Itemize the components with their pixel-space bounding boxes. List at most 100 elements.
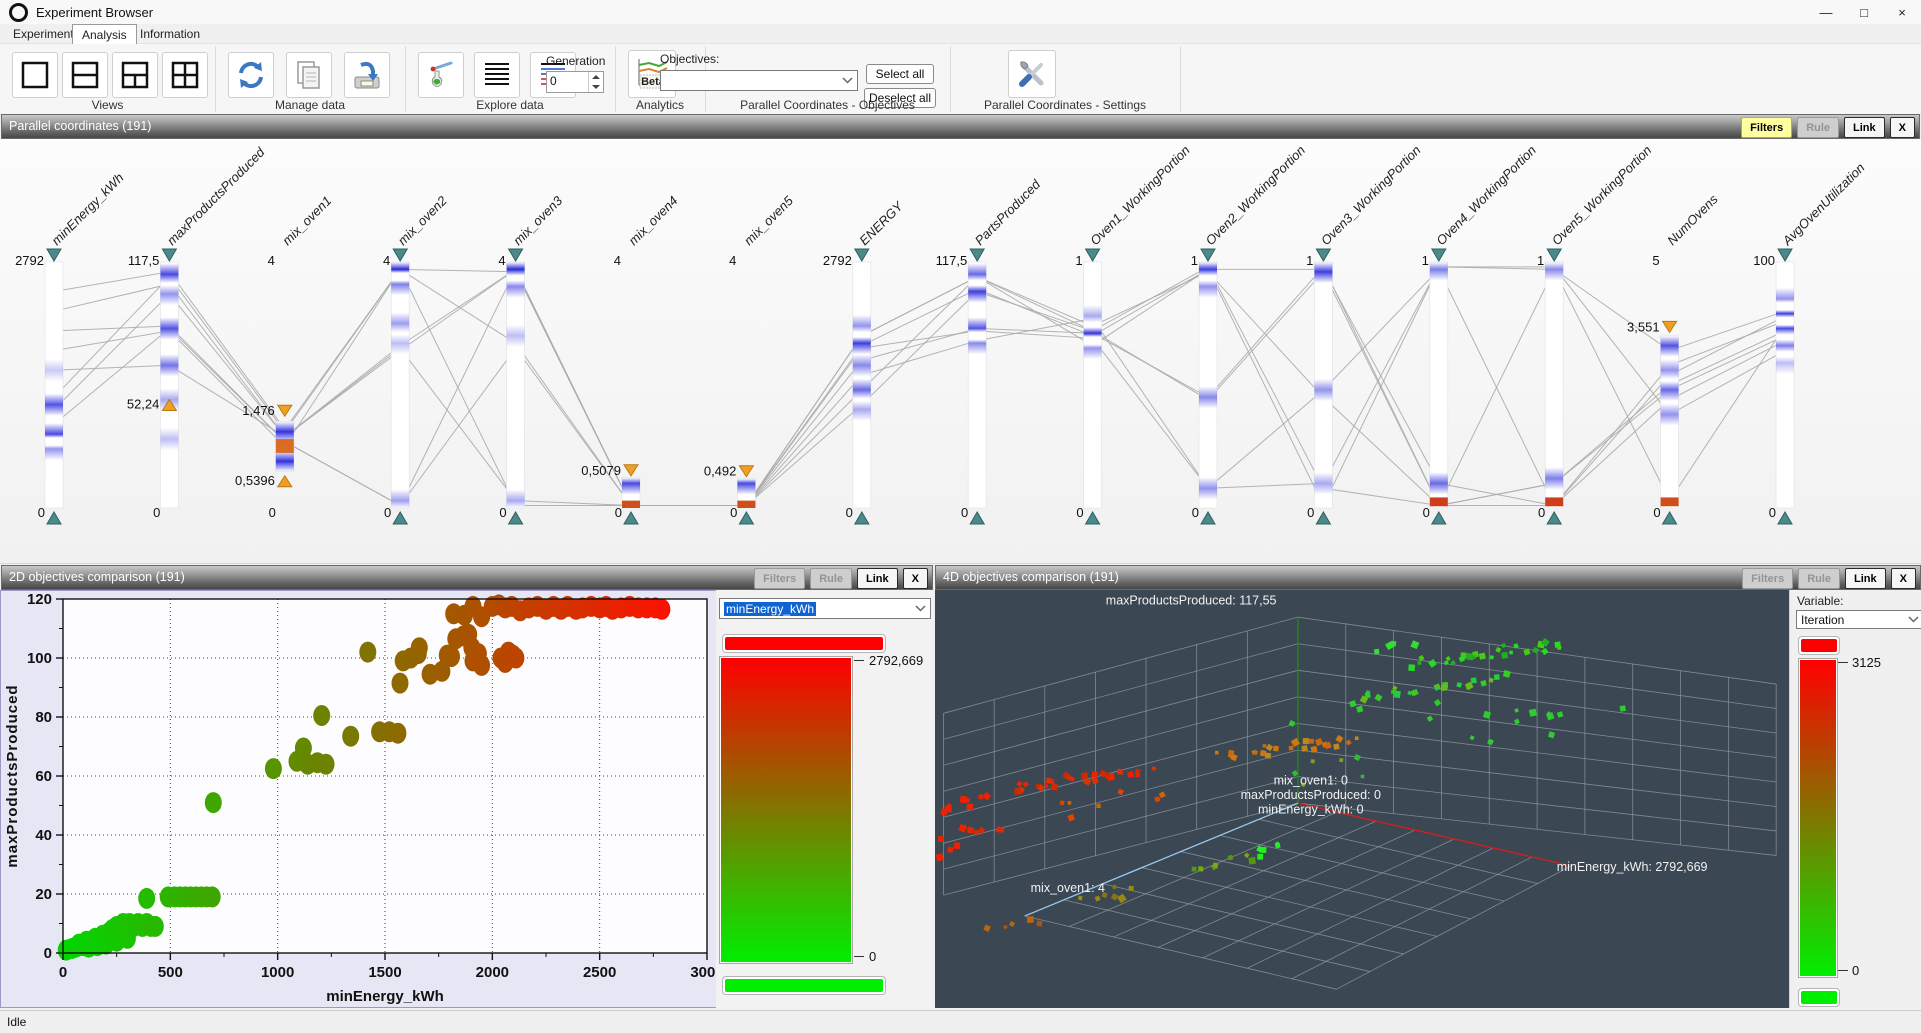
axis-bottom-marker-icon[interactable] xyxy=(1547,512,1561,524)
axis-bottom-marker-icon[interactable] xyxy=(1316,512,1330,524)
y-tick-label: 20 xyxy=(35,886,52,903)
axis-bottom-marker-icon[interactable] xyxy=(1432,512,1446,524)
axis-bottom-marker-icon[interactable] xyxy=(47,512,61,524)
axis-top-marker-icon[interactable] xyxy=(1432,249,1446,261)
scatter4d-point xyxy=(1303,738,1309,744)
refresh-icon xyxy=(235,59,267,91)
parallel-axis-min-value: 0 xyxy=(1653,505,1660,520)
axis-bottom-marker-icon[interactable] xyxy=(1086,512,1100,524)
scatter2d-min-color-button[interactable] xyxy=(722,976,886,995)
axis-top-marker-icon[interactable] xyxy=(970,249,984,261)
axis-filter-handle-icon[interactable] xyxy=(278,405,292,416)
axis-top-marker-icon[interactable] xyxy=(1547,249,1561,261)
scatter4d-point xyxy=(1408,664,1415,671)
axis-bottom-marker-icon[interactable] xyxy=(855,512,869,524)
parallel-coordinates-view[interactable]: minEnergy_kWh27920maxProductsProduced117… xyxy=(0,139,1921,564)
scatter2d-close-button[interactable]: X xyxy=(903,568,928,589)
axis-bottom-marker-icon[interactable] xyxy=(970,512,984,524)
generation-spin-arrows[interactable] xyxy=(588,72,603,92)
axis-top-marker-icon[interactable] xyxy=(855,249,869,261)
scatter4d-link-button[interactable]: Link xyxy=(1845,568,1886,589)
scatter-point xyxy=(205,792,222,813)
scatter4d-variable-combobox[interactable]: Iteration xyxy=(1796,610,1921,629)
variable-label: Variable: xyxy=(1797,594,1843,608)
parallel-link-button[interactable]: Link xyxy=(1844,117,1885,138)
parallel-close-button[interactable]: X xyxy=(1890,117,1915,138)
scatter4d-min-color-button[interactable] xyxy=(1798,988,1840,1007)
scatter4d-plot-area[interactable]: maxProductsProduced: 117,55mix_oven1: 0m… xyxy=(935,590,1789,1008)
refresh-button[interactable] xyxy=(228,52,274,98)
view-single-button[interactable] xyxy=(12,52,58,98)
axis-bottom-marker-icon[interactable] xyxy=(1663,512,1677,524)
generation-spinner[interactable]: 0 xyxy=(546,71,604,93)
spin-down-icon[interactable] xyxy=(589,82,603,92)
axis-bottom-marker-icon[interactable] xyxy=(739,512,753,524)
axis-filter-handle-icon[interactable] xyxy=(739,466,753,477)
scatter4d-point xyxy=(1067,801,1071,805)
generation-value[interactable]: 0 xyxy=(547,72,588,92)
scatter-point xyxy=(138,888,155,909)
parallel-axis-band xyxy=(276,439,294,453)
tab-analysis[interactable]: Analysis xyxy=(72,24,137,44)
axis-bottom-marker-icon[interactable] xyxy=(1778,512,1792,524)
select-all-button[interactable]: Select all xyxy=(866,64,934,84)
pc-settings-button[interactable] xyxy=(1008,50,1056,98)
axis-top-marker-icon[interactable] xyxy=(1086,249,1100,261)
view-hsplit-button[interactable] xyxy=(62,52,108,98)
axis-bottom-marker-icon[interactable] xyxy=(624,512,638,524)
view-quad-button[interactable] xyxy=(162,52,208,98)
parallel-panel-header: Parallel coordinates (191) Filters Rule … xyxy=(1,114,1920,139)
parallel-axis-max-value: 4 xyxy=(268,253,275,268)
parallel-axis-label: Oven5_WorkingPortion xyxy=(1549,142,1655,248)
parallel-axis-label: Oven1_WorkingPortion xyxy=(1087,142,1193,248)
scatter2d-variable-combobox[interactable]: minEnergy_kWh xyxy=(719,598,931,619)
view-mixed-split-button[interactable] xyxy=(112,52,158,98)
axis-bottom-marker-icon[interactable] xyxy=(1201,512,1215,524)
axis-top-marker-icon[interactable] xyxy=(1316,249,1330,261)
axis-top-marker-icon[interactable] xyxy=(162,249,176,261)
tab-information[interactable]: Information xyxy=(131,25,209,43)
data-table-button[interactable] xyxy=(474,52,520,98)
close-button[interactable]: × xyxy=(1883,0,1921,24)
parallel-filters-button[interactable]: Filters xyxy=(1741,117,1792,138)
parallel-axis-max-value: 117,5 xyxy=(128,253,160,268)
scatter4d-point xyxy=(1151,766,1156,771)
scatter4d-sidebar: Variable: Iteration 3125 0 xyxy=(1789,590,1921,1008)
scatter2d-max-color-button[interactable] xyxy=(722,634,886,653)
axis-top-marker-icon[interactable] xyxy=(1778,249,1792,261)
axis-bottom-marker-icon[interactable] xyxy=(509,512,523,524)
scatter4d-point xyxy=(1228,855,1234,861)
axis-top-marker-icon[interactable] xyxy=(509,249,523,261)
scatter4d-point xyxy=(1479,652,1486,659)
parallel-axis-max-value: 100 xyxy=(1753,253,1775,268)
axis-filter-handle-icon[interactable] xyxy=(278,476,292,487)
scatter2d-link-button[interactable]: Link xyxy=(857,568,898,589)
scatter4d-close-button[interactable]: X xyxy=(1891,568,1916,589)
gradient-bottom-tick xyxy=(1838,970,1848,971)
scatter4d-point xyxy=(1339,758,1344,763)
axis-filter-handle-icon[interactable] xyxy=(624,465,638,476)
scatter4d-point xyxy=(947,846,954,853)
scatter4d-point xyxy=(1374,694,1382,702)
scatter4d-point xyxy=(1159,791,1166,798)
axis-top-marker-icon[interactable] xyxy=(1201,249,1215,261)
experiment-tool-button[interactable] xyxy=(418,52,464,98)
scatter4d-point xyxy=(1410,640,1419,649)
parallel-axis-label: maxProductsProduced xyxy=(164,144,268,248)
maximize-button[interactable]: □ xyxy=(1845,0,1883,24)
parallel-axis-label: NumOvens xyxy=(1664,191,1721,248)
copy-data-button[interactable] xyxy=(286,52,332,98)
scatter-point xyxy=(392,673,409,694)
axis-filter-handle-icon[interactable] xyxy=(1663,321,1677,332)
minimize-button[interactable]: — xyxy=(1807,0,1845,24)
axis-top-marker-icon[interactable] xyxy=(47,249,61,261)
view-mixed-split-icon xyxy=(120,60,150,90)
axis-bottom-marker-icon[interactable] xyxy=(393,512,407,524)
scatter4d-point xyxy=(1248,857,1256,865)
axis-top-marker-icon[interactable] xyxy=(393,249,407,261)
objectives-combobox[interactable] xyxy=(660,70,858,91)
scatter2d-filters-button: Filters xyxy=(754,568,805,589)
spin-up-icon[interactable] xyxy=(589,72,603,82)
import-data-button[interactable] xyxy=(344,52,390,98)
scatter4d-max-color-button[interactable] xyxy=(1798,636,1840,655)
